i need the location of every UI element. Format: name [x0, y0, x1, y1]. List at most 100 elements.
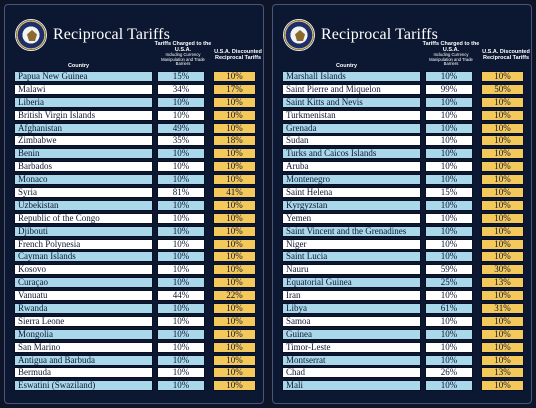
discounted-tariff-cell: 10% — [481, 354, 524, 366]
discounted-tariff-cell: 13% — [481, 367, 524, 379]
discounted-tariff-cell: 10% — [481, 187, 524, 199]
header-discounted-tariffs: U.S.A. Discounted Reciprocal Tariffs — [482, 49, 530, 61]
country-cell: Saint Kitts and Nevis — [282, 96, 421, 108]
table-row: Yemen 10% 10% — [282, 212, 524, 226]
discounted-tariff-cell: 10% — [213, 174, 256, 186]
country-cell: Libya — [282, 303, 421, 315]
table-row: Monaco 10% 10% — [14, 174, 256, 187]
discounted-tariff-cell: 10% — [213, 71, 256, 82]
country-cell: Sudan — [282, 135, 421, 147]
table-row: Sierra Leone 10% 10% — [14, 315, 256, 329]
table-row: Zimbabwe 35% 18% — [14, 135, 256, 148]
tariff-charged-cell: 26% — [425, 367, 473, 379]
tariff-charged-cell: 10% — [425, 354, 473, 366]
discounted-tariff-cell: 10% — [481, 212, 524, 224]
discounted-tariff-cell: 10% — [481, 225, 524, 237]
country-cell: Aruba — [282, 161, 421, 173]
table-row: Grenada 10% 10% — [282, 122, 524, 136]
discounted-tariff-cell: 10% — [213, 264, 256, 276]
tariff-charged-cell: 25% — [425, 277, 473, 289]
tariff-charged-cell: 10% — [425, 96, 473, 108]
discounted-tariff-cell: 41% — [213, 187, 256, 199]
discounted-tariff-cell: 10% — [213, 225, 256, 237]
discounted-tariff-cell: 10% — [481, 148, 524, 160]
table-row: San Marino 10% 10% — [14, 341, 256, 355]
tariff-charged-cell: 10% — [425, 122, 473, 134]
country-cell: Saint Lucia — [282, 251, 421, 263]
discounted-tariff-cell: 10% — [213, 199, 256, 211]
header-tariffs-charged: Tariffs Charged to the U.S.A. Including … — [154, 41, 212, 67]
tariff-charged-cell: 10% — [425, 161, 473, 173]
tariff-charged-cell: 10% — [425, 135, 473, 147]
discounted-tariff-cell: 30% — [481, 264, 524, 276]
table-row: Equatorial Guinea 25% 13% — [282, 277, 524, 290]
tariff-charged-cell: 10% — [425, 225, 473, 237]
table-row: Malawi 34% 17% — [14, 83, 256, 97]
country-cell: Turks and Caicos Islands — [282, 148, 421, 160]
table-row: Chad 26% 13% — [282, 367, 524, 380]
country-cell: Timor-Leste — [282, 341, 421, 353]
discounted-tariff-cell: 10% — [213, 354, 256, 366]
table-row: Curaçao 10% 10% — [14, 277, 256, 290]
discounted-tariff-cell: 10% — [481, 96, 524, 108]
country-cell: Nauru — [282, 264, 421, 276]
discounted-tariff-cell: 10% — [213, 122, 256, 134]
tariff-charged-cell: 61% — [425, 303, 473, 315]
tariff-charged-cell: 10% — [157, 199, 205, 211]
country-cell: Yemen — [282, 212, 421, 224]
discounted-tariff-cell: 10% — [481, 135, 524, 147]
country-cell: Iran — [282, 290, 421, 302]
header-tariffs-charged-label: Tariffs Charged to the U.S.A. — [154, 41, 212, 53]
country-cell: Montenegro — [282, 174, 421, 186]
table-row: Montserrat 10% 10% — [282, 354, 524, 368]
tariff-charged-cell: 10% — [425, 380, 473, 392]
country-cell: Kyrgyzstan — [282, 199, 421, 211]
table-row: Benin 10% 10% — [14, 148, 256, 161]
country-cell: Niger — [282, 238, 421, 250]
table-row: Marshall Islands 10% 10% — [282, 71, 524, 84]
table-row: Turks and Caicos Islands 10% 10% — [282, 148, 524, 161]
header-tariffs-charged-sub: Including Currency Manipulation and Trad… — [429, 52, 473, 67]
tariff-charged-cell: 10% — [425, 238, 473, 250]
table-row: Aruba 10% 10% — [282, 161, 524, 174]
table-row: Republic of the Congo 10% 10% — [14, 212, 256, 226]
country-cell: Eswatini (Swaziland) — [14, 380, 153, 392]
discounted-tariff-cell: 10% — [481, 380, 524, 392]
country-cell: Kosovo — [14, 264, 153, 276]
discounted-tariff-cell: 10% — [481, 251, 524, 263]
discounted-tariff-cell: 10% — [213, 109, 256, 121]
discounted-tariff-cell: 50% — [481, 83, 524, 95]
country-cell: San Marino — [14, 341, 153, 353]
tariff-charged-cell: 10% — [157, 315, 205, 327]
country-cell: British Virgin Islands — [14, 109, 153, 121]
tariff-charged-cell: 10% — [157, 109, 205, 121]
table-row: Samoa 10% 10% — [282, 315, 524, 329]
country-cell: Sierra Leone — [14, 315, 153, 327]
table-row: Niger 10% 10% — [282, 238, 524, 252]
tariff-charged-cell: 99% — [425, 83, 473, 95]
tariff-charged-cell: 49% — [157, 122, 205, 134]
country-cell: Vanuatu — [14, 290, 153, 302]
discounted-tariff-cell: 13% — [481, 277, 524, 289]
table-row: Rwanda 10% 10% — [14, 303, 256, 316]
tariff-charged-cell: 10% — [425, 290, 473, 302]
discounted-tariff-cell: 10% — [213, 148, 256, 160]
discounted-tariff-cell: 18% — [213, 135, 256, 147]
table-row: Eswatini (Swaziland) 10% 10% — [14, 380, 256, 393]
table-row: Iran 10% 10% — [282, 290, 524, 303]
table-row: British Virgin Islands 10% 10% — [14, 109, 256, 123]
country-cell: Cayman Islands — [14, 251, 153, 263]
table-row: Saint Lucia 10% 10% — [282, 251, 524, 264]
header-country: Country — [67, 63, 90, 69]
tariff-charged-cell: 10% — [157, 354, 205, 366]
table-row: Antigua and Barbuda 10% 10% — [14, 354, 256, 368]
tariff-charged-cell: 10% — [157, 212, 205, 224]
tariff-charged-cell: 10% — [157, 367, 205, 379]
discounted-tariff-cell: 10% — [481, 238, 524, 250]
country-cell: Zimbabwe — [14, 135, 153, 147]
discounted-tariff-cell: 10% — [213, 161, 256, 173]
table-row: Mongolia 10% 10% — [14, 328, 256, 342]
table-row: Uzbekistan 10% 10% — [14, 199, 256, 213]
discounted-tariff-cell: 10% — [481, 341, 524, 353]
